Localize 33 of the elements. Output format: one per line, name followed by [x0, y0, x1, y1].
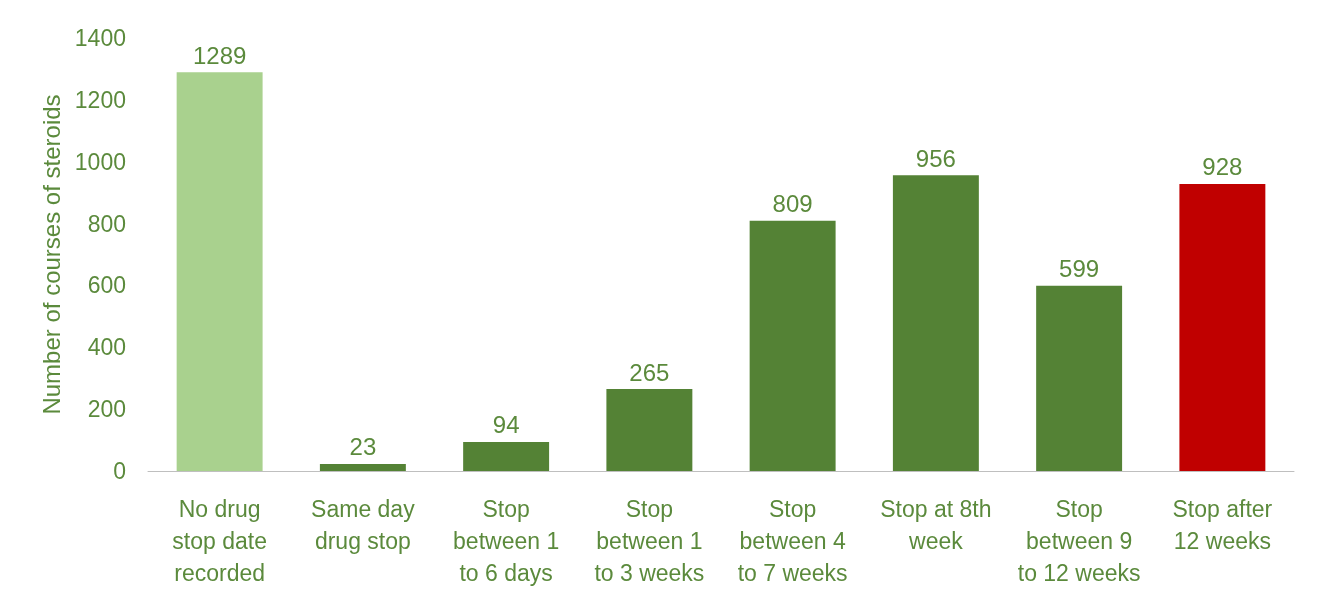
data-label: 956	[915, 144, 956, 172]
y-tick-label: 1200	[74, 86, 126, 113]
bar	[176, 72, 263, 471]
x-tick-label: Stop between 1 to 3 weeks	[594, 496, 705, 586]
x-tick-label: Stop between 9 to 12 weeks	[1017, 496, 1141, 586]
data-label: 599	[1059, 255, 1100, 283]
data-label: 94	[492, 411, 520, 439]
y-tick-label: 0	[113, 458, 126, 484]
data-label: 1289	[192, 41, 247, 69]
y-axis-title: Number of courses of steroids	[38, 94, 66, 415]
y-tick-label: 800	[87, 210, 126, 237]
bar	[749, 220, 836, 471]
data-label: 928	[1202, 153, 1243, 181]
bar	[1036, 285, 1123, 471]
data-label: 265	[629, 358, 670, 386]
x-tick-label: Stop after 12 weeks	[1172, 496, 1273, 554]
x-tick-label: Stop between 4 to 7 weeks	[737, 496, 848, 586]
x-tick-label: Same day drug stop	[311, 496, 416, 554]
bar	[463, 441, 550, 471]
y-tick-label: 600	[87, 272, 126, 299]
y-tick-label: 1000	[74, 148, 126, 175]
data-label: 23	[349, 433, 377, 461]
x-tick-label: Stop between 1 to 6 days	[453, 496, 560, 586]
bar	[1179, 183, 1266, 471]
bar	[606, 389, 693, 471]
y-tick-label: 200	[87, 396, 126, 423]
x-tick-label: Stop at 8th week	[880, 496, 992, 554]
bar	[319, 463, 406, 471]
data-label: 809	[772, 190, 813, 218]
y-tick-label: 400	[87, 334, 126, 361]
bar	[892, 175, 979, 471]
x-tick-label: No drug stop date recorded	[172, 496, 267, 586]
y-tick-label: 1400	[74, 25, 126, 51]
